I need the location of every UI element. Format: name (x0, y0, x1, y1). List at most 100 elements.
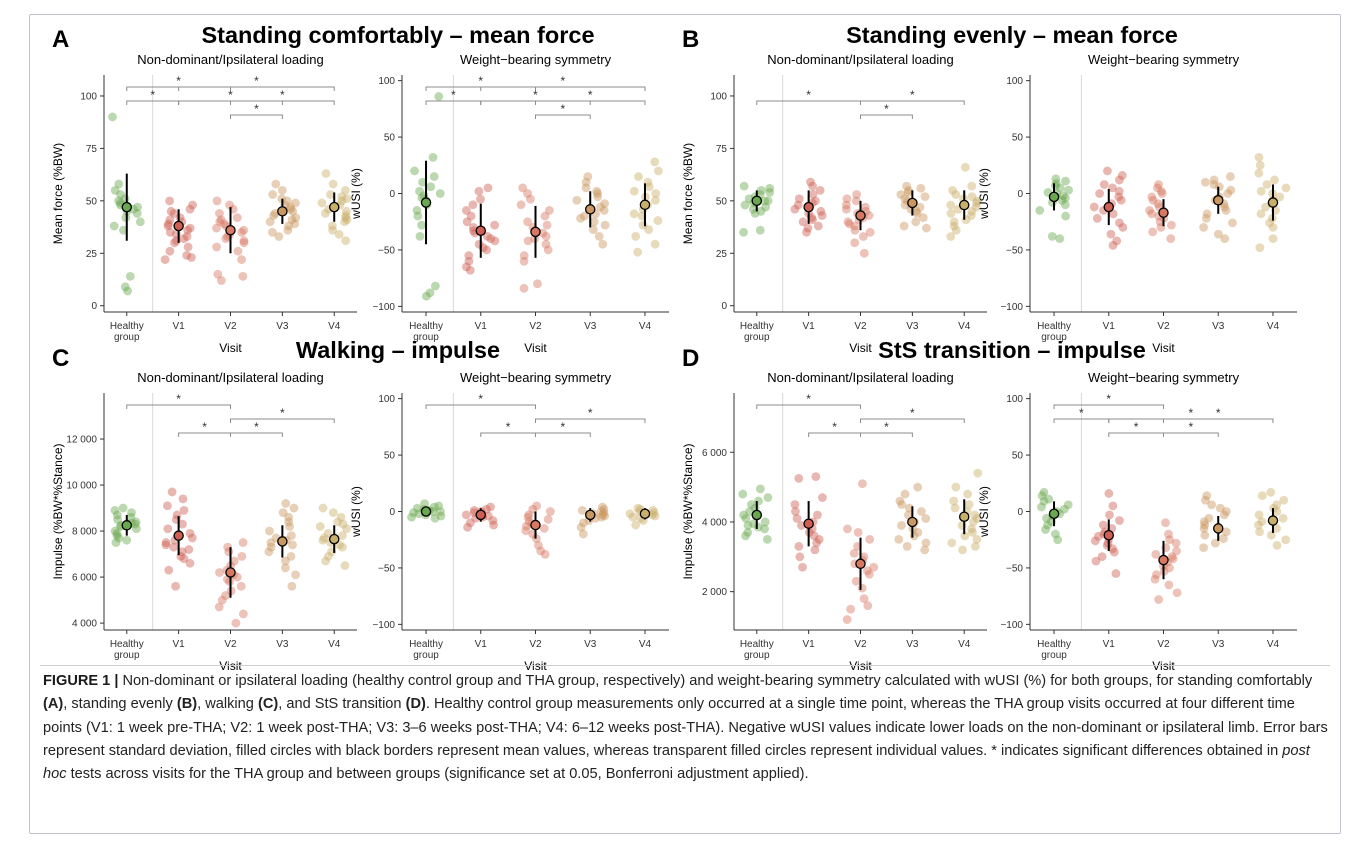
mean-point (1103, 529, 1115, 541)
y-axis-label: wUSI (%) (977, 168, 991, 220)
individual-point (596, 507, 606, 516)
x-tick-label: V4 (958, 321, 971, 332)
individual-point (966, 211, 976, 220)
x-axis-label: Visit (849, 659, 872, 673)
individual-point (864, 211, 874, 220)
individual-point (337, 196, 347, 206)
individual-point (859, 232, 868, 241)
individual-point (278, 508, 288, 518)
individual-point (179, 234, 189, 243)
individual-point (760, 196, 770, 206)
individual-point (160, 255, 170, 264)
individual-point (430, 281, 440, 291)
mean-point (1048, 191, 1060, 203)
x-axis-label: Visit (524, 659, 547, 673)
individual-point (469, 226, 478, 236)
y-tick-label: 0 (721, 301, 727, 312)
x-tick-label: V4 (958, 639, 971, 650)
individual-point (970, 541, 980, 551)
individual-point (340, 217, 350, 227)
x-tick-label: V3 (276, 639, 289, 650)
individual-point (578, 529, 588, 539)
individual-point (434, 501, 443, 511)
individual-point (846, 604, 856, 614)
individual-point (808, 181, 817, 191)
individual-point (268, 190, 278, 199)
individual-point (808, 190, 818, 199)
individual-point (483, 511, 493, 521)
individual-point (1199, 524, 1209, 533)
individual-point (963, 489, 972, 499)
individual-point (1265, 218, 1275, 228)
individual-point (337, 531, 347, 541)
y-tick-label: 8 000 (72, 527, 97, 538)
individual-point (967, 181, 977, 191)
significance-star: * (478, 74, 483, 88)
x-tick-label: V1 (803, 639, 816, 650)
individual-point (916, 183, 926, 193)
mean-point (803, 518, 814, 529)
individual-point (133, 202, 142, 212)
figure-label: FIGURE 1 | (43, 673, 119, 689)
x-axis-label: Visit (219, 341, 242, 355)
individual-point (1053, 535, 1063, 545)
significance-star: * (451, 88, 456, 102)
individual-point (110, 505, 120, 515)
individual-point (164, 219, 173, 229)
individual-point (1210, 538, 1220, 548)
individual-point (338, 519, 348, 529)
individual-point (1057, 195, 1067, 205)
individual-point (286, 204, 296, 214)
individual-point (1060, 193, 1070, 203)
x-tick-label: group (413, 650, 439, 661)
individual-point (863, 601, 873, 611)
individual-point (903, 188, 913, 197)
subplot-subtitle: Weight−bearing symmetry (460, 52, 612, 67)
x-tick-label: V1 (173, 321, 186, 332)
individual-point (171, 581, 181, 591)
mean-point (475, 509, 487, 521)
individual-point (818, 493, 827, 502)
individual-point (169, 542, 179, 552)
significance-star: * (588, 406, 593, 420)
mean-point (1212, 195, 1224, 206)
individual-point (237, 255, 246, 264)
x-tick-label: V4 (1267, 639, 1280, 650)
individual-point (973, 196, 982, 206)
individual-point (415, 186, 424, 196)
individual-point (239, 238, 249, 248)
individual-point (644, 182, 654, 192)
individual-point (114, 179, 124, 189)
individual-point (1157, 189, 1167, 198)
individual-point (1108, 544, 1117, 554)
individual-point (132, 524, 141, 534)
individual-point (315, 522, 325, 531)
individual-point (895, 496, 905, 506)
individual-point (1152, 570, 1161, 580)
panel-b: B Standing evenly – mean force Non-dominan… (681, 22, 1297, 355)
caption-ref-c: (C) (257, 696, 279, 713)
individual-point (1275, 192, 1285, 202)
individual-point (1255, 527, 1264, 537)
individual-point (264, 547, 274, 557)
individual-point (1147, 192, 1157, 202)
individual-point (920, 545, 930, 555)
individual-point (1115, 516, 1124, 525)
subplot-b-2: Weight−bearing symmetry −100 −50 0 50 100 wUSI… (977, 52, 1297, 355)
individual-point (161, 538, 171, 547)
individual-point (849, 548, 859, 558)
individual-point (429, 502, 439, 512)
mean-point (277, 206, 288, 217)
y-tick-label: 0 (91, 301, 97, 312)
individual-point (413, 211, 423, 221)
individual-point (841, 204, 851, 214)
individual-point (1108, 241, 1118, 250)
individual-point (163, 221, 173, 231)
subplot-c-2: Weight−bearing symmetry −100 −50 0 50 100 wUSI… (349, 370, 669, 673)
individual-point (540, 211, 550, 221)
individual-point (219, 219, 229, 229)
individual-point (215, 568, 224, 577)
individual-point (225, 200, 234, 210)
significance-bracket (860, 418, 965, 423)
mean-point (751, 195, 763, 207)
